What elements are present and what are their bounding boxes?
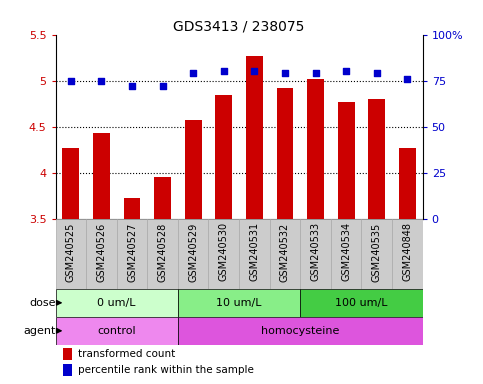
Text: GSM240533: GSM240533 <box>311 222 321 281</box>
Bar <box>300 289 423 317</box>
Bar <box>215 95 232 219</box>
Bar <box>56 317 178 345</box>
Bar <box>331 219 361 289</box>
Bar <box>361 219 392 289</box>
Text: dose: dose <box>29 298 56 308</box>
Text: GSM240527: GSM240527 <box>127 222 137 281</box>
Bar <box>154 177 171 219</box>
Point <box>373 70 381 76</box>
Bar <box>209 219 239 289</box>
Text: GSM240529: GSM240529 <box>188 222 198 281</box>
Point <box>159 83 167 89</box>
Bar <box>270 219 300 289</box>
Text: GSM240526: GSM240526 <box>97 222 106 281</box>
Text: GSM240531: GSM240531 <box>249 222 259 281</box>
Bar <box>392 219 423 289</box>
Point <box>342 68 350 74</box>
Text: GSM240535: GSM240535 <box>372 222 382 281</box>
Text: 0 um/L: 0 um/L <box>98 298 136 308</box>
Text: GSM240534: GSM240534 <box>341 222 351 281</box>
Bar <box>93 133 110 219</box>
Bar <box>338 102 355 219</box>
Bar <box>117 219 147 289</box>
Text: GSM240525: GSM240525 <box>66 222 76 281</box>
Bar <box>63 364 72 376</box>
Text: transformed count: transformed count <box>78 349 175 359</box>
Bar <box>239 219 270 289</box>
Point <box>403 76 411 82</box>
Bar <box>185 120 201 219</box>
Text: percentile rank within the sample: percentile rank within the sample <box>78 364 254 374</box>
Bar <box>56 219 86 289</box>
Point <box>281 70 289 76</box>
Point <box>312 70 319 76</box>
Bar <box>147 219 178 289</box>
Bar <box>86 219 117 289</box>
Text: control: control <box>98 326 136 336</box>
Text: agent: agent <box>23 326 56 336</box>
Bar <box>56 289 178 317</box>
Point <box>220 68 227 74</box>
Text: homocysteine: homocysteine <box>261 326 340 336</box>
Text: GSM240848: GSM240848 <box>402 222 412 281</box>
Bar <box>277 88 293 219</box>
Point <box>98 78 105 84</box>
Point <box>251 68 258 74</box>
Bar <box>399 148 416 219</box>
Text: 100 um/L: 100 um/L <box>335 298 388 308</box>
Bar <box>246 56 263 219</box>
Title: GDS3413 / 238075: GDS3413 / 238075 <box>173 20 305 33</box>
Text: GSM240532: GSM240532 <box>280 222 290 281</box>
Bar <box>178 289 300 317</box>
Point <box>67 78 75 84</box>
Bar <box>63 348 72 360</box>
Bar <box>369 99 385 219</box>
Point <box>128 83 136 89</box>
Text: GSM240530: GSM240530 <box>219 222 229 281</box>
Text: 10 um/L: 10 um/L <box>216 298 262 308</box>
Bar <box>178 219 209 289</box>
Text: GSM240528: GSM240528 <box>157 222 168 281</box>
Bar <box>124 198 141 219</box>
Bar <box>62 148 79 219</box>
Bar <box>300 219 331 289</box>
Bar <box>307 79 324 219</box>
Point <box>189 70 197 76</box>
Bar <box>178 317 423 345</box>
